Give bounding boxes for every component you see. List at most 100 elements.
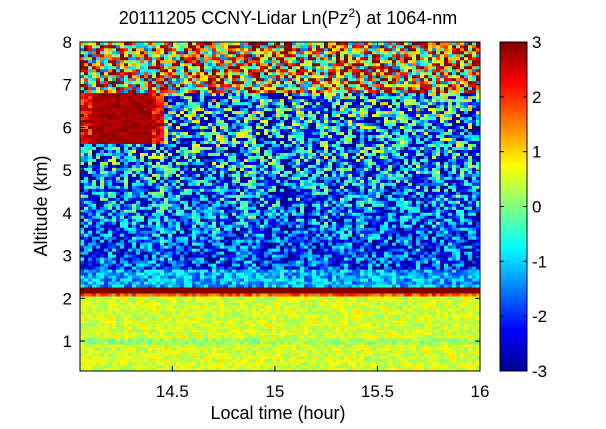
heatmap-cell <box>152 176 157 180</box>
heatmap-cell <box>212 62 217 67</box>
heatmap-cell <box>96 326 101 330</box>
heatmap-cell <box>244 314 249 318</box>
heatmap-cell <box>124 272 129 276</box>
heatmap-cell <box>116 167 121 171</box>
heatmap-cell <box>156 218 161 222</box>
heatmap-cell <box>192 173 197 177</box>
heatmap-cell <box>84 155 89 159</box>
heatmap-cell <box>220 143 225 147</box>
heatmap-cell <box>172 194 177 198</box>
heatmap-cell <box>116 260 121 264</box>
heatmap-cell <box>248 119 253 124</box>
chart-title-superscript: 2 <box>349 6 356 20</box>
heatmap-cell <box>140 233 145 237</box>
heatmap-cell <box>108 155 113 159</box>
heatmap-cell <box>220 42 225 46</box>
heatmap-cell <box>228 314 233 318</box>
heatmap-cell <box>160 134 165 139</box>
heatmap-cell <box>228 101 233 106</box>
heatmap-cell <box>204 215 209 219</box>
heatmap-cell <box>100 95 105 100</box>
heatmap-cell <box>92 113 97 118</box>
heatmap-cell <box>152 59 157 64</box>
heatmap-cell <box>140 218 145 222</box>
heatmap-cell <box>116 185 121 189</box>
heatmap-cell <box>180 251 185 255</box>
heatmap-cell <box>124 71 129 76</box>
heatmap-cell <box>132 116 137 121</box>
heatmap-cell <box>96 56 101 61</box>
heatmap-cell <box>236 59 241 64</box>
heatmap-cell <box>136 149 141 153</box>
heatmap-cell <box>216 212 221 216</box>
heatmap-cell <box>104 344 109 348</box>
heatmap-cell <box>212 251 217 255</box>
heatmap-cell <box>136 278 141 282</box>
heatmap-cell <box>248 107 253 112</box>
heatmap-cell <box>216 143 221 147</box>
heatmap-cell <box>156 209 161 213</box>
heatmap-cell <box>208 191 213 195</box>
heatmap-cell <box>156 224 161 228</box>
heatmap-cell <box>112 299 117 303</box>
heatmap-cell <box>148 272 153 276</box>
heatmap-cell <box>244 56 249 61</box>
heatmap-cell <box>128 182 133 186</box>
heatmap-cell <box>140 185 145 189</box>
heatmap-cell <box>168 356 173 360</box>
heatmap-cell <box>108 344 113 348</box>
heatmap-cell <box>112 107 117 112</box>
heatmap-cell <box>140 161 145 165</box>
heatmap-cell <box>168 155 173 159</box>
heatmap-cell <box>160 353 165 357</box>
heatmap-cell <box>204 314 209 318</box>
heatmap-cell <box>140 191 145 195</box>
heatmap-cell <box>112 272 117 276</box>
heatmap-cell <box>160 167 165 171</box>
heatmap-cell <box>200 50 205 55</box>
heatmap-cell <box>88 317 93 321</box>
heatmap-cell <box>224 332 229 336</box>
heatmap-cell <box>248 305 253 309</box>
heatmap-cell <box>124 233 129 237</box>
heatmap-cell <box>140 254 145 258</box>
heatmap-cell <box>180 296 185 300</box>
heatmap-cell <box>152 194 157 198</box>
heatmap-cell <box>204 53 209 58</box>
heatmap-cell <box>248 353 253 357</box>
heatmap-cell <box>184 200 189 204</box>
heatmap-cell <box>244 272 249 276</box>
heatmap-cell <box>188 359 193 363</box>
heatmap-cell <box>140 65 145 70</box>
heatmap-cell <box>124 53 129 58</box>
heatmap-cell <box>152 161 157 165</box>
heatmap-cell <box>244 266 249 270</box>
heatmap-cell <box>112 203 117 207</box>
heatmap-cell <box>228 122 233 127</box>
heatmap-cell <box>108 347 113 351</box>
heatmap-cell <box>88 107 93 112</box>
heatmap-cell <box>248 116 253 121</box>
heatmap-cell <box>108 131 113 136</box>
heatmap-cell <box>200 362 205 366</box>
heatmap-cell <box>112 356 117 360</box>
heatmap-cell <box>236 269 241 273</box>
heatmap-cell <box>124 98 129 103</box>
heatmap-cell <box>184 47 189 52</box>
heatmap-cell <box>104 179 109 183</box>
heatmap-cell <box>248 284 253 288</box>
heatmap-cell <box>172 317 177 321</box>
heatmap-cell <box>152 308 157 312</box>
heatmap-cell <box>200 308 205 312</box>
heatmap-cell <box>100 155 105 159</box>
heatmap-cell <box>92 185 97 189</box>
heatmap-cell <box>84 47 89 52</box>
heatmap-cell <box>124 134 129 139</box>
heatmap-cell <box>112 152 117 156</box>
heatmap-cell <box>252 119 257 124</box>
heatmap-cell <box>244 278 249 282</box>
heatmap-cell <box>84 104 89 109</box>
heatmap-cell <box>200 206 205 210</box>
heatmap-cell <box>172 311 177 315</box>
heatmap-cell <box>216 302 221 306</box>
